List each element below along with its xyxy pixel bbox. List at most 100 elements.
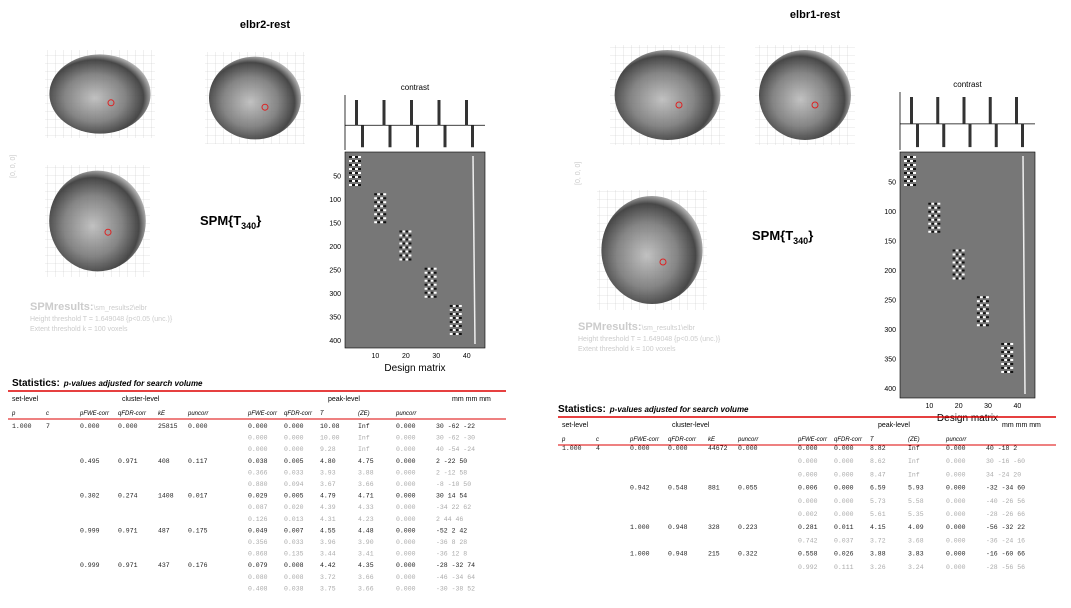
design-block bbox=[1001, 363, 1004, 365]
design-block bbox=[1010, 371, 1013, 373]
table-cell: 4.15 bbox=[870, 524, 886, 531]
design-block bbox=[399, 250, 402, 252]
design-block bbox=[910, 184, 913, 186]
dm-x-tick: 30 bbox=[984, 403, 992, 410]
group-header: peak-level bbox=[878, 422, 910, 429]
table-cell: 3.66 bbox=[358, 574, 374, 581]
contrast-pulse-up bbox=[936, 97, 939, 124]
design-block bbox=[907, 160, 910, 162]
table-cell: 215 bbox=[708, 551, 720, 558]
design-block bbox=[934, 231, 937, 233]
design-block bbox=[1010, 351, 1013, 353]
stats-title: Statistics: bbox=[12, 378, 60, 389]
dm-x-tick: 20 bbox=[955, 403, 963, 410]
table-cell: 0.029 bbox=[248, 493, 268, 500]
table-cell: 0.000 bbox=[834, 511, 854, 518]
table-cell: 30 14 54 bbox=[436, 493, 467, 500]
table-cell: 0.175 bbox=[188, 527, 208, 534]
table-cell: 3.72 bbox=[870, 537, 886, 544]
table-cell: 0.006 bbox=[798, 485, 818, 492]
extent-threshold: Extent threshold k = 100 voxels bbox=[578, 346, 676, 353]
table-cell: -40 -26 56 bbox=[986, 498, 1025, 505]
table-cell: 4.31 bbox=[320, 516, 336, 523]
design-block bbox=[428, 280, 431, 282]
design-block bbox=[1004, 355, 1007, 357]
design-block bbox=[453, 321, 456, 323]
column-header: qFDR-corr bbox=[668, 437, 697, 443]
design-block bbox=[349, 172, 352, 174]
group-header: peak-level bbox=[328, 396, 360, 403]
design-block bbox=[383, 221, 386, 223]
stats-subtitle: p-values adjusted for search volume bbox=[609, 405, 749, 414]
spm-label-sub: 340 bbox=[241, 221, 256, 231]
design-block bbox=[377, 193, 380, 195]
design-block bbox=[374, 201, 377, 203]
table-cell: 5.35 bbox=[908, 511, 924, 518]
design-block bbox=[928, 215, 931, 217]
table-cell: 4.33 bbox=[358, 504, 374, 511]
table-cell: Inf bbox=[908, 458, 920, 465]
table-cell: Inf bbox=[358, 435, 370, 442]
design-block bbox=[428, 272, 431, 274]
table-cell: 0.117 bbox=[188, 458, 208, 465]
table-cell: 328 bbox=[708, 524, 720, 531]
design-block bbox=[402, 234, 405, 236]
table-cell: 3.90 bbox=[358, 539, 374, 546]
design-block bbox=[913, 156, 916, 158]
table-cell: 2 -12 58 bbox=[436, 469, 467, 476]
design-block bbox=[928, 203, 931, 205]
design-block bbox=[352, 164, 355, 166]
column-header: puncorr bbox=[187, 411, 209, 417]
design-block bbox=[456, 313, 459, 315]
group-header: cluster-level bbox=[672, 422, 710, 429]
table-cell: 881 bbox=[708, 485, 720, 492]
design-block bbox=[928, 219, 931, 221]
design-block bbox=[910, 168, 913, 170]
design-block bbox=[453, 329, 456, 331]
table-cell: 0.000 bbox=[798, 498, 818, 505]
design-block bbox=[1010, 347, 1013, 349]
design-block bbox=[428, 268, 431, 270]
design-block bbox=[1007, 355, 1010, 357]
design-block bbox=[408, 246, 411, 248]
dm-y-tick: 300 bbox=[329, 291, 341, 298]
table-cell: 487 bbox=[158, 527, 170, 534]
dm-y-tick: 300 bbox=[884, 327, 896, 334]
table-cell: 0.495 bbox=[80, 458, 100, 465]
table-cell: 2 -22 50 bbox=[436, 458, 467, 465]
contrast-pulse-down bbox=[942, 124, 945, 147]
design-block bbox=[377, 213, 380, 215]
design-block bbox=[349, 184, 352, 186]
table-cell: 3.88 bbox=[870, 551, 886, 558]
design-block bbox=[913, 176, 916, 178]
design-block bbox=[456, 321, 459, 323]
dm-y-tick: 100 bbox=[329, 197, 341, 204]
stats-subtitle: p-values adjusted for search volume bbox=[63, 379, 203, 388]
design-block bbox=[450, 313, 453, 315]
design-block bbox=[431, 276, 434, 278]
table-cell: 3.93 bbox=[320, 469, 336, 476]
table-cell: -28 -56 56 bbox=[986, 564, 1025, 571]
table-cell: 0.017 bbox=[188, 493, 208, 500]
design-block bbox=[434, 268, 437, 270]
design-block bbox=[1004, 371, 1007, 373]
design-block bbox=[956, 249, 959, 251]
design-block bbox=[402, 254, 405, 256]
design-block bbox=[959, 265, 962, 267]
table-cell: 4.79 bbox=[320, 493, 336, 500]
design-block bbox=[962, 249, 965, 251]
design-block bbox=[1007, 371, 1010, 373]
design-block bbox=[459, 309, 462, 311]
design-block bbox=[349, 164, 352, 166]
design-block bbox=[1010, 355, 1013, 357]
design-block bbox=[425, 280, 428, 282]
design-block bbox=[904, 180, 907, 182]
table-cell: 0.000 bbox=[284, 446, 304, 453]
table-cell: -32 -34 60 bbox=[986, 485, 1025, 492]
design-block bbox=[1004, 363, 1007, 365]
design-block bbox=[907, 176, 910, 178]
table-cell: 3.66 bbox=[358, 585, 374, 592]
table-cell: -34 22 62 bbox=[436, 504, 471, 511]
table-cell: 0.000 bbox=[946, 551, 966, 558]
design-block bbox=[402, 238, 405, 240]
